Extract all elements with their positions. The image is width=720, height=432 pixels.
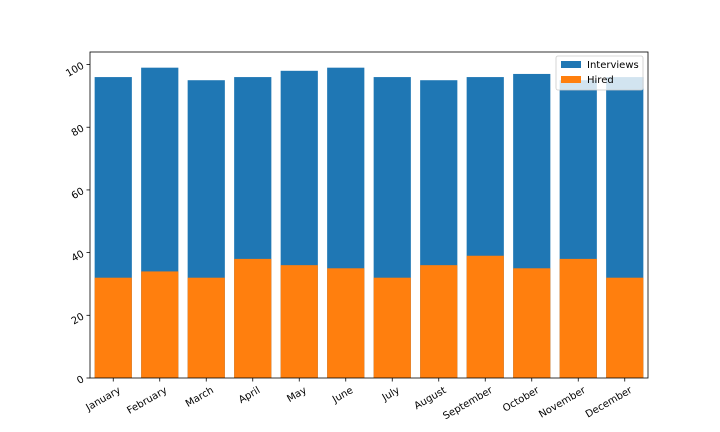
- legend: Interviews Hired: [555, 55, 644, 91]
- bar-hired-may: [280, 265, 318, 378]
- bar-hired-june: [327, 268, 365, 378]
- y-tick-label: 20: [70, 311, 87, 327]
- bar-hired-april: [234, 258, 272, 378]
- x-tick-label-november: November: [537, 385, 588, 421]
- bar-hired-february: [141, 271, 179, 378]
- x-tick-label-may: May: [285, 385, 308, 405]
- plot-frame: [89, 51, 649, 379]
- y-tick-label: 100: [64, 61, 86, 80]
- x-tick-label-october: October: [501, 385, 542, 415]
- x-tick-label-march: March: [184, 385, 216, 410]
- x-tick-label-january: January: [84, 385, 123, 414]
- bars-layer: [94, 67, 644, 379]
- legend-label-interviews: Interviews: [587, 60, 639, 71]
- x-tick-label-july: July: [380, 385, 402, 404]
- bar-hired-october: [513, 268, 551, 378]
- bar-hired-august: [420, 265, 458, 378]
- y-tick-label: 0: [75, 374, 86, 387]
- x-axis: January February March April May June July Augu…: [84, 378, 635, 422]
- x-tick-label-august: August: [412, 385, 448, 412]
- bar-hired-september: [466, 255, 504, 378]
- x-tick-label-june: June: [330, 385, 355, 406]
- legend-label-hired: Hired: [587, 75, 614, 86]
- x-tick-label-february: February: [125, 385, 169, 417]
- x-tick-label-december: December: [584, 385, 635, 421]
- bar-hired-january: [94, 277, 132, 378]
- y-tick-label: 40: [70, 249, 87, 265]
- y-tick-label: 80: [70, 123, 87, 139]
- legend-swatch-hired: [561, 76, 581, 83]
- x-tick-label-april: April: [237, 385, 262, 406]
- legend-swatch-interviews: [561, 61, 581, 68]
- bar-hired-november: [559, 258, 597, 378]
- bar-hired-march: [187, 277, 225, 378]
- y-tick-label: 60: [70, 186, 87, 202]
- y-axis: 0 20 40 60 80 100: [64, 61, 90, 387]
- bar-hired-december: [606, 277, 644, 378]
- bar-hired-july: [373, 277, 411, 378]
- x-tick-label-september: September: [441, 385, 495, 423]
